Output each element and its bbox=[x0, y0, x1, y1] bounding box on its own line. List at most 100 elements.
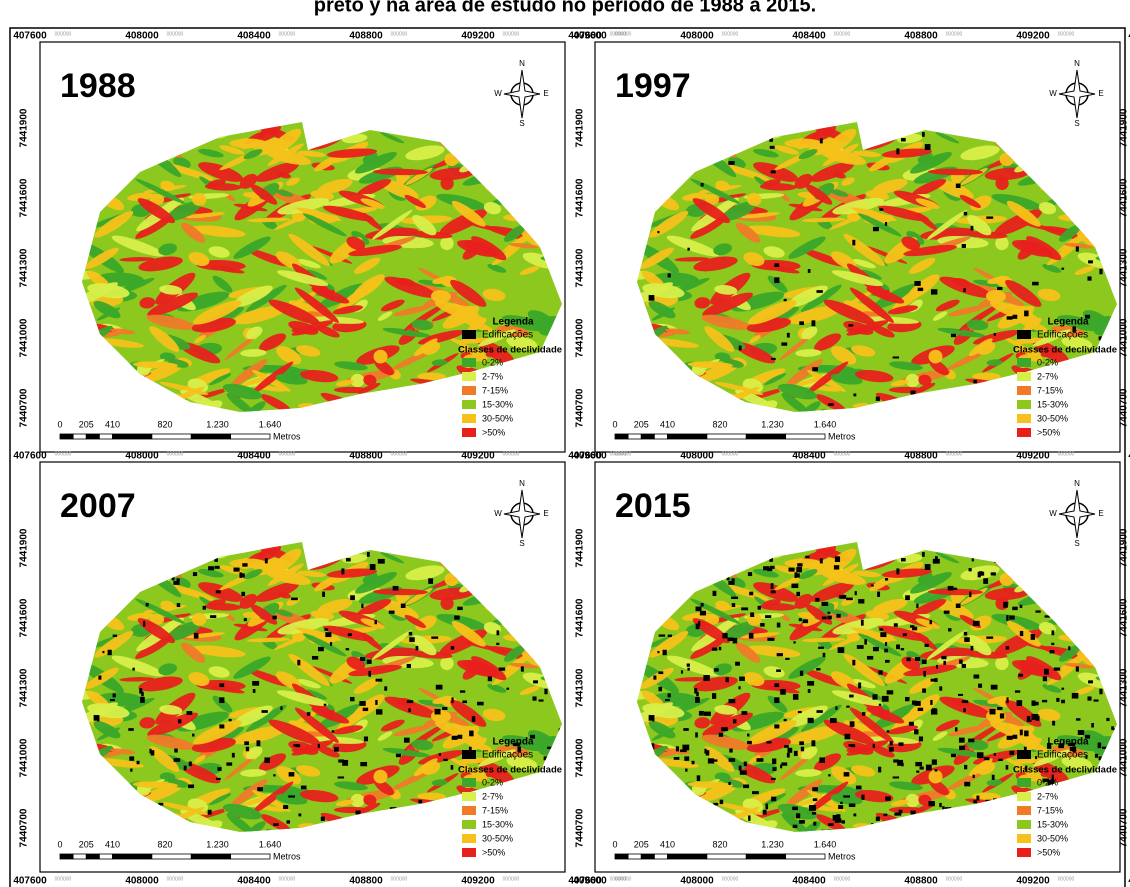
scale-segment bbox=[190, 433, 232, 440]
y-coord-label: 7441000 bbox=[1119, 318, 1130, 357]
coord-suffix: 000000 bbox=[946, 451, 963, 457]
building bbox=[781, 762, 788, 766]
slope-patch bbox=[881, 568, 933, 578]
building bbox=[861, 712, 866, 716]
building bbox=[705, 750, 710, 756]
building bbox=[886, 690, 894, 695]
slope-patch bbox=[881, 148, 933, 158]
slope-patch bbox=[230, 779, 268, 807]
slope-patch bbox=[233, 236, 271, 259]
slope-patch bbox=[911, 179, 947, 197]
building bbox=[973, 799, 978, 804]
legend-label: 7-15% bbox=[1037, 385, 1063, 395]
building bbox=[986, 216, 994, 219]
slope-patch bbox=[436, 613, 487, 630]
building bbox=[653, 675, 657, 680]
slope-patch bbox=[763, 246, 785, 258]
building bbox=[955, 183, 961, 188]
x-coord-label: 408800 bbox=[349, 31, 383, 42]
building bbox=[369, 564, 376, 570]
slope-patch bbox=[665, 328, 691, 335]
building bbox=[921, 132, 925, 137]
slope-patch bbox=[763, 666, 785, 678]
scale-label: 1.230 bbox=[206, 839, 229, 849]
building bbox=[704, 748, 707, 754]
building bbox=[219, 697, 225, 704]
x-coord-label: 407600 bbox=[568, 876, 602, 887]
scale-segment bbox=[190, 853, 232, 860]
building bbox=[799, 741, 804, 746]
slope-patch bbox=[431, 779, 448, 786]
slope-patch bbox=[781, 812, 810, 832]
slope-patch bbox=[243, 569, 263, 580]
coord-suffix: 000000 bbox=[1058, 876, 1075, 882]
scale-segment bbox=[151, 433, 192, 440]
building bbox=[384, 686, 388, 691]
building bbox=[819, 558, 823, 564]
building bbox=[685, 768, 688, 772]
slope-patch bbox=[774, 565, 799, 575]
building bbox=[300, 785, 307, 790]
building bbox=[477, 701, 484, 706]
building bbox=[743, 784, 750, 789]
building bbox=[703, 675, 710, 681]
slope-patch bbox=[483, 202, 502, 215]
slope-patch bbox=[692, 198, 731, 224]
slope-patch bbox=[674, 257, 710, 262]
building bbox=[735, 661, 740, 666]
building bbox=[362, 707, 369, 712]
building bbox=[244, 741, 249, 746]
building bbox=[112, 693, 116, 698]
building bbox=[727, 637, 734, 642]
slope-patch bbox=[714, 705, 738, 715]
coord-suffix: 000000 bbox=[167, 451, 184, 457]
slope-patch bbox=[482, 708, 506, 722]
slope-patch bbox=[371, 629, 413, 660]
panel-year: 1997 bbox=[615, 67, 691, 105]
slope-patch bbox=[208, 246, 230, 258]
scale-segment bbox=[627, 433, 642, 440]
building bbox=[408, 708, 411, 713]
building bbox=[990, 572, 996, 576]
slope-patch bbox=[110, 328, 136, 335]
building bbox=[861, 794, 865, 800]
building bbox=[805, 555, 810, 559]
slope-patch bbox=[871, 745, 895, 758]
slope-patch bbox=[136, 622, 176, 652]
slope-patch bbox=[229, 558, 267, 569]
building bbox=[853, 393, 857, 397]
slope-patch bbox=[296, 765, 321, 777]
slope-patch bbox=[275, 189, 294, 197]
slope-patch bbox=[491, 664, 522, 686]
building bbox=[713, 802, 719, 806]
building bbox=[830, 718, 837, 723]
slope-patch bbox=[246, 637, 291, 643]
building bbox=[948, 628, 952, 632]
building bbox=[143, 620, 146, 627]
slope-patch bbox=[193, 300, 242, 325]
slope-patch bbox=[487, 263, 507, 273]
building bbox=[306, 712, 311, 716]
building bbox=[763, 566, 770, 571]
legend-label: 0-2% bbox=[482, 777, 503, 787]
y-coord-label: 7441000 bbox=[19, 318, 30, 357]
slope-patch bbox=[764, 373, 787, 386]
building bbox=[520, 666, 524, 672]
scale-unit: Metros bbox=[273, 431, 301, 441]
building bbox=[350, 696, 355, 702]
building bbox=[878, 703, 882, 706]
slope-patch bbox=[255, 162, 299, 182]
building bbox=[983, 578, 989, 584]
x-coord-label: 408000 bbox=[125, 876, 159, 887]
slope-patch bbox=[830, 609, 849, 617]
legend-label: Edificações bbox=[1037, 750, 1088, 761]
y-coord-label: 7441300 bbox=[1119, 668, 1130, 707]
building bbox=[457, 606, 463, 611]
building bbox=[451, 735, 458, 740]
slope-patch bbox=[137, 783, 184, 804]
building bbox=[893, 623, 898, 627]
slope-patch bbox=[714, 352, 731, 362]
building bbox=[718, 646, 722, 651]
building bbox=[158, 802, 164, 806]
slope-patch bbox=[746, 192, 762, 206]
